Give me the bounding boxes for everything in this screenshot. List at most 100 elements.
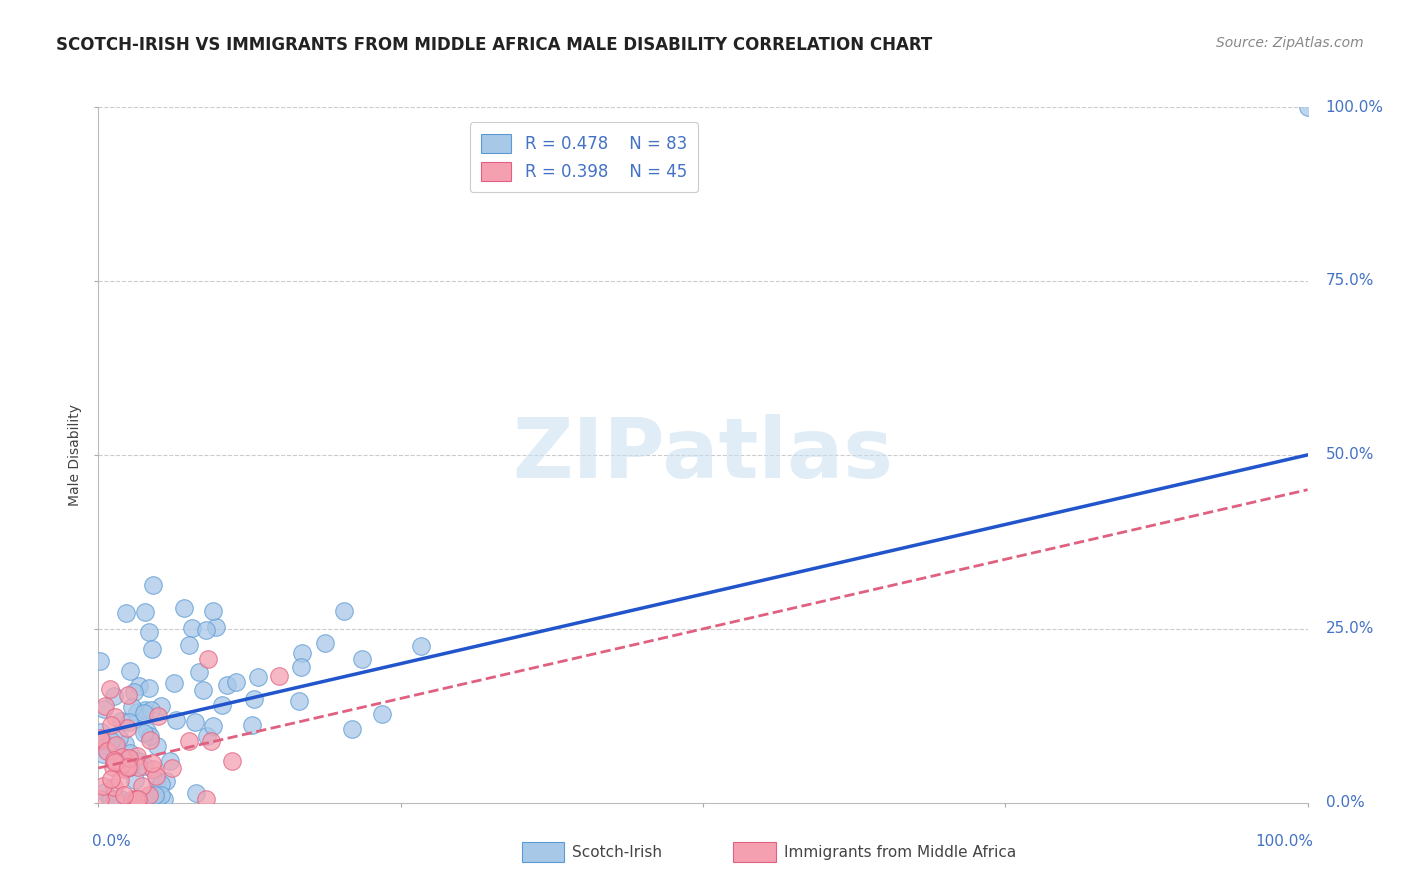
Point — [125, 705, 148, 719]
Point — [90, 732, 112, 747]
Point — [333, 604, 356, 618]
Point — [131, 779, 153, 793]
Point — [145, 792, 167, 806]
Point — [112, 762, 135, 776]
Point — [314, 636, 336, 650]
Point — [183, 715, 205, 730]
Point — [134, 703, 156, 717]
Point — [181, 621, 204, 635]
Point — [188, 665, 211, 679]
Point — [115, 721, 138, 735]
Point — [194, 623, 217, 637]
Point — [132, 759, 155, 773]
Point — [141, 756, 163, 771]
Point — [215, 678, 238, 692]
Point — [138, 789, 160, 803]
Text: 0.0%: 0.0% — [93, 834, 131, 849]
Point — [127, 748, 149, 763]
Point — [350, 651, 373, 665]
Text: Immigrants from Middle Africa: Immigrants from Middle Africa — [785, 845, 1017, 860]
Point — [141, 578, 163, 592]
Point — [104, 792, 127, 806]
Point — [150, 788, 173, 802]
Point — [340, 723, 363, 737]
Point — [110, 714, 132, 729]
Point — [205, 620, 228, 634]
FancyBboxPatch shape — [522, 842, 564, 862]
Point — [98, 681, 121, 696]
Point — [94, 699, 117, 714]
Point — [165, 713, 187, 727]
Point — [117, 688, 139, 702]
Point — [105, 739, 128, 753]
Point — [134, 606, 156, 620]
Point — [173, 601, 195, 615]
Point — [112, 788, 135, 802]
Point — [225, 674, 247, 689]
Point — [100, 717, 122, 731]
Point — [90, 725, 112, 739]
Point — [195, 792, 218, 806]
Text: 0.0%: 0.0% — [1326, 796, 1364, 810]
Point — [114, 737, 136, 751]
Point — [114, 606, 136, 620]
Point — [118, 664, 141, 678]
Point — [146, 709, 169, 723]
Point — [211, 698, 233, 712]
Point — [1296, 100, 1319, 114]
Legend: R = 0.478    N = 83, R = 0.398    N = 45: R = 0.478 N = 83, R = 0.398 N = 45 — [470, 122, 699, 193]
Point — [153, 792, 176, 806]
Point — [371, 706, 394, 721]
Point — [103, 752, 125, 766]
Point — [89, 654, 111, 668]
Point — [290, 660, 312, 674]
Point — [163, 676, 186, 690]
Point — [124, 773, 146, 788]
Point — [120, 746, 142, 760]
Point — [122, 792, 145, 806]
Text: SCOTCH-IRISH VS IMMIGRANTS FROM MIDDLE AFRICA MALE DISABILITY CORRELATION CHART: SCOTCH-IRISH VS IMMIGRANTS FROM MIDDLE A… — [56, 36, 932, 54]
Point — [107, 792, 129, 806]
Point — [103, 710, 125, 724]
Point — [288, 694, 311, 708]
Point — [177, 638, 200, 652]
Point — [100, 772, 122, 787]
Point — [100, 734, 122, 748]
Text: 100.0%: 100.0% — [1256, 834, 1313, 849]
Point — [91, 747, 114, 761]
Point — [247, 670, 270, 684]
Point — [104, 755, 127, 769]
Point — [145, 769, 167, 783]
Point — [128, 679, 150, 693]
Point — [191, 683, 214, 698]
Point — [96, 738, 118, 752]
Point — [197, 652, 219, 666]
Point — [142, 762, 165, 776]
Text: 25.0%: 25.0% — [1326, 622, 1374, 636]
Point — [242, 718, 264, 732]
FancyBboxPatch shape — [734, 842, 776, 862]
Point — [411, 639, 433, 653]
Point — [138, 732, 160, 747]
Point — [96, 744, 118, 758]
Point — [184, 786, 207, 800]
Point — [146, 739, 169, 753]
Point — [141, 642, 163, 657]
Point — [136, 723, 159, 738]
Point — [177, 734, 200, 748]
Point — [127, 760, 149, 774]
Point — [155, 774, 177, 789]
Point — [121, 699, 143, 714]
Point — [89, 792, 111, 806]
Point — [202, 719, 225, 733]
Point — [221, 754, 243, 768]
Point — [139, 703, 162, 717]
Point — [138, 681, 160, 695]
Text: 100.0%: 100.0% — [1326, 100, 1384, 114]
Text: ZIPatlas: ZIPatlas — [513, 415, 893, 495]
Point — [117, 759, 139, 773]
Point — [138, 625, 160, 640]
Point — [98, 792, 121, 806]
Point — [146, 773, 169, 788]
Point — [150, 699, 173, 714]
